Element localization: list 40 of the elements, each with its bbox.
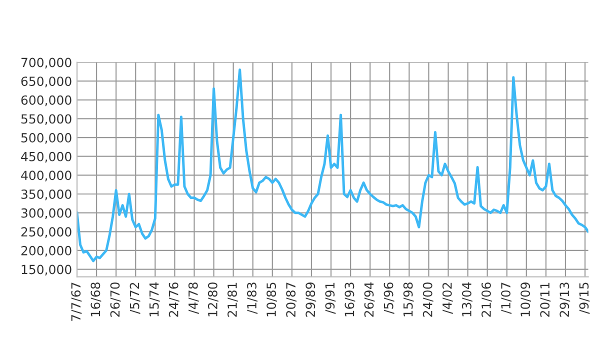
y-tick-label: 350,000 bbox=[21, 189, 72, 200]
x-tick-label: /5/96 bbox=[384, 282, 394, 314]
x-tick-label: 15/74 bbox=[149, 282, 160, 316]
x-tick-label: 29/89 bbox=[306, 282, 316, 317]
y-tick-label: 300,000 bbox=[21, 208, 72, 220]
y-tick-label: 150,000 bbox=[22, 264, 72, 276]
x-tick-label: /1/07 bbox=[501, 282, 512, 314]
y-tick-label: 650,000 bbox=[21, 76, 72, 88]
x-tick-label: /9/15 bbox=[579, 282, 590, 314]
y-tick-label: 700,000 bbox=[21, 58, 72, 68]
x-tick-label: 13/04 bbox=[462, 282, 472, 316]
x-tick-label: 26/94 bbox=[364, 282, 375, 317]
y-tick-label: 200,000 bbox=[21, 246, 72, 257]
x-tick-label: /9/91 bbox=[325, 282, 336, 314]
line-series bbox=[77, 68, 588, 262]
x-tick-label: 10/85 bbox=[266, 282, 278, 316]
x-tick-label: 20/87 bbox=[286, 282, 297, 317]
x-tick-label: 10/09 bbox=[520, 282, 532, 316]
x-tick-label: 7/7/67 bbox=[71, 282, 82, 321]
x-tick-label: 20/11 bbox=[540, 282, 551, 317]
y-tick-label: 600,000 bbox=[21, 95, 72, 106]
x-tick-label: 29/13 bbox=[560, 282, 570, 317]
x-tick-label: 24/00 bbox=[422, 282, 434, 317]
x-tick-label: 21/06 bbox=[482, 282, 492, 317]
x-tick-label: 15/98 bbox=[403, 282, 414, 316]
x-tick-label: /4/78 bbox=[188, 282, 199, 314]
x-tick-label: 21/81 bbox=[227, 282, 238, 317]
y-tick-label: 400,000 bbox=[21, 170, 72, 182]
x-tick-label: 16/93 bbox=[344, 282, 356, 316]
y-tick-label: 250,000 bbox=[21, 227, 72, 238]
x-tick-label: 12/80 bbox=[208, 282, 218, 316]
x-tick-label: /5/72 bbox=[130, 282, 140, 314]
y-tick-label: 550,000 bbox=[21, 114, 72, 125]
x-tick-label: 24/76 bbox=[168, 282, 180, 317]
x-tick-label: 26/70 bbox=[110, 282, 121, 317]
x-tick-label: /4/02 bbox=[442, 282, 453, 314]
y-tick-label: 500,000 bbox=[21, 133, 72, 144]
x-tick-label: /1/83 bbox=[247, 282, 258, 314]
x-tick-label: 16/68 bbox=[90, 282, 102, 316]
y-tick-label: 450,000 bbox=[21, 152, 72, 163]
